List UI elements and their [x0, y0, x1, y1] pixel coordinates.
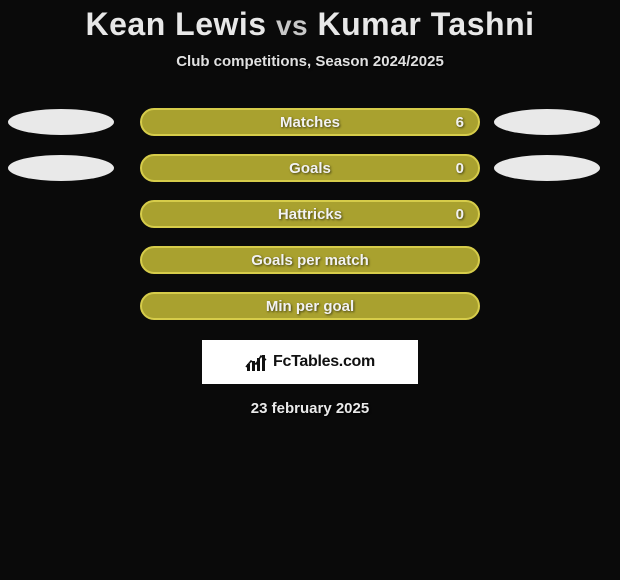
date-text: 23 february 2025: [0, 400, 620, 417]
player-a-name: Kean Lewis: [86, 6, 267, 42]
stat-row: Hattricks0: [0, 200, 620, 228]
brand-text: FcTables.com: [273, 353, 375, 371]
page-title: Kean Lewis vs Kumar Tashni: [0, 6, 620, 43]
player-b-pill: [494, 109, 600, 135]
brand-badge: FcTables.com: [202, 340, 418, 384]
stat-row: Matches6: [0, 108, 620, 136]
stat-value-right: 0: [456, 206, 464, 223]
stat-label: Goals per match: [142, 252, 478, 269]
stat-value-right: 0: [456, 160, 464, 177]
stat-bar: Hattricks0: [140, 200, 480, 228]
player-b-pill: [494, 155, 600, 181]
bar-chart-icon: [245, 352, 267, 372]
stat-value-right: 6: [456, 114, 464, 131]
stat-bar: Min per goal: [140, 292, 480, 320]
comparison-infographic: Kean Lewis vs Kumar Tashni Club competit…: [0, 0, 620, 580]
stat-row: Goals0: [0, 154, 620, 182]
stat-rows: Matches6Goals0Hattricks0Goals per matchM…: [0, 108, 620, 320]
stat-bar: Goals per match: [140, 246, 480, 274]
stat-row: Min per goal: [0, 292, 620, 320]
stat-bar: Goals0: [140, 154, 480, 182]
player-b-name: Kumar Tashni: [318, 6, 535, 42]
subtitle: Club competitions, Season 2024/2025: [0, 53, 620, 70]
vs-separator: vs: [276, 10, 308, 41]
stat-label: Hattricks: [142, 206, 478, 223]
player-a-pill: [8, 155, 114, 181]
stat-label: Goals: [142, 160, 478, 177]
stat-label: Matches: [142, 114, 478, 131]
stat-bar: Matches6: [140, 108, 480, 136]
stat-label: Min per goal: [142, 298, 478, 315]
player-a-pill: [8, 109, 114, 135]
stat-row: Goals per match: [0, 246, 620, 274]
